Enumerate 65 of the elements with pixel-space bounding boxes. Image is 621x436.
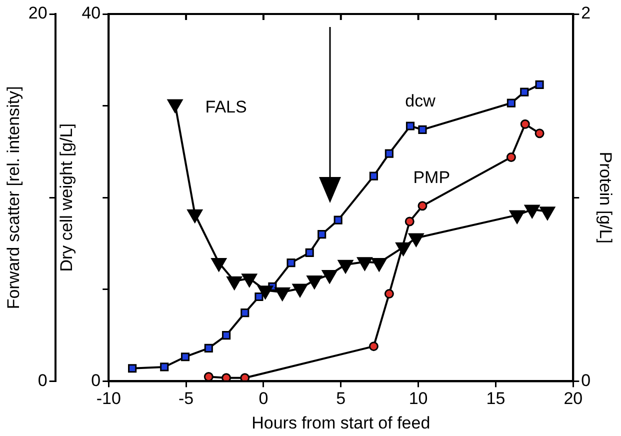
point <box>418 125 427 134</box>
point <box>506 152 516 162</box>
y-tick-label: 40 <box>82 4 101 23</box>
x-tick-label: 20 <box>564 389 583 408</box>
point <box>534 128 544 138</box>
point <box>306 275 322 289</box>
point <box>242 274 258 288</box>
point <box>404 216 414 226</box>
point <box>211 258 227 272</box>
x-tick-label: 5 <box>336 389 346 408</box>
point <box>222 373 232 382</box>
point <box>274 287 290 301</box>
x-tick-label: 0 <box>258 389 268 408</box>
point <box>286 258 296 268</box>
point <box>322 270 338 284</box>
series-label: FALS <box>205 98 247 117</box>
x-tick-label: 15 <box>486 389 506 408</box>
point <box>384 149 394 158</box>
point <box>520 119 530 129</box>
point <box>240 373 250 382</box>
point <box>384 289 394 299</box>
series-label: dcw <box>405 92 436 111</box>
point <box>418 201 428 211</box>
x-tick-label: -10 <box>96 389 121 408</box>
point <box>254 292 264 302</box>
y-axis-title: Dry cell weight [g/L] <box>57 123 76 272</box>
x-axis-title: Hours from start of feed <box>252 413 430 432</box>
point <box>187 209 203 223</box>
point <box>167 99 183 113</box>
point <box>128 364 137 373</box>
point <box>292 284 308 298</box>
y3-tick-label: 20 <box>28 4 48 23</box>
point <box>369 172 378 180</box>
point <box>305 248 314 257</box>
point <box>180 352 190 362</box>
point <box>338 260 354 274</box>
point <box>160 362 169 372</box>
series-label: PMP <box>413 168 450 188</box>
point <box>204 344 213 352</box>
point <box>509 210 525 224</box>
point <box>357 257 372 271</box>
point <box>226 276 242 290</box>
point <box>408 233 424 247</box>
point <box>371 258 387 272</box>
point <box>318 230 326 239</box>
point <box>524 204 540 218</box>
point <box>368 342 378 352</box>
y3-axis-title: Forward scatter [rel. intensity] <box>4 86 23 310</box>
x-tick-label: -5 <box>178 389 194 408</box>
y2-tick-label: 0 <box>581 370 591 390</box>
point <box>204 372 214 382</box>
point <box>240 308 250 318</box>
y3-tick-label: 0 <box>38 370 48 390</box>
point <box>222 331 231 340</box>
point <box>535 80 544 89</box>
point <box>334 216 342 224</box>
y2-tick-label: 2 <box>581 4 591 23</box>
point <box>396 242 411 256</box>
point <box>520 88 529 96</box>
point <box>506 98 516 108</box>
y2-axis-title: Protein [g/L] <box>596 152 616 244</box>
x-tick-label: 10 <box>408 389 428 408</box>
point <box>406 122 415 130</box>
point <box>540 206 556 220</box>
point <box>258 286 273 300</box>
